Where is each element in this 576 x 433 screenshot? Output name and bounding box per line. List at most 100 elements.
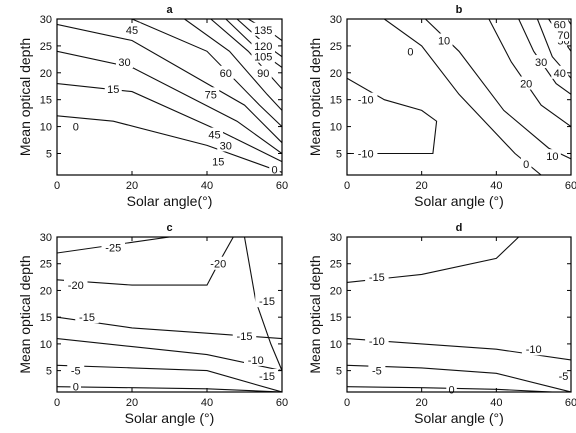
contour-label-bg bbox=[70, 379, 81, 393]
y-tick-label: 15 bbox=[330, 312, 342, 324]
contour-label-bg bbox=[269, 162, 280, 176]
contour-label-bg bbox=[555, 28, 573, 42]
contour-label-bg bbox=[368, 363, 386, 377]
contour-label-bg bbox=[251, 49, 275, 63]
y-tick-label: 20 bbox=[330, 68, 342, 80]
contour-label: -15 bbox=[369, 272, 385, 284]
contour-label-bg bbox=[353, 92, 378, 106]
contour-label-bg bbox=[255, 368, 279, 382]
contour-label-bg bbox=[521, 342, 546, 356]
contour-label: 30 bbox=[535, 57, 547, 69]
x-tick-label: 20 bbox=[416, 397, 428, 409]
contour-label: 0 bbox=[448, 384, 454, 396]
y-tick-label: 10 bbox=[330, 122, 342, 134]
contour-line bbox=[243, 237, 282, 371]
y-axis-label: Mean optical depth bbox=[307, 255, 323, 373]
contour-label: 90 bbox=[257, 68, 269, 80]
contour-label-bg bbox=[123, 22, 141, 36]
y-tick-label: 25 bbox=[330, 41, 342, 53]
panel-d: -15 -10 -5 0 -10 -5 0 20 40 60 5 10 15 20 25 30 d Solar a… bbox=[307, 222, 576, 426]
x-tick-label: 60 bbox=[276, 397, 288, 409]
x-axis-label: Solar angle (°) bbox=[414, 410, 504, 426]
contour-line bbox=[57, 50, 282, 154]
x-tick-label: 40 bbox=[490, 180, 502, 192]
y-tick-label: 5 bbox=[46, 148, 52, 160]
x-tick-label: 0 bbox=[54, 180, 60, 192]
contour-label-bg bbox=[217, 65, 235, 79]
contour-line bbox=[347, 77, 438, 155]
contour-label-bg bbox=[232, 328, 257, 342]
contour-group bbox=[57, 19, 282, 173]
contour-label-bg bbox=[217, 138, 235, 152]
panel-c: -25 -20 -15 -10 -5 0 -15 -20 -15 -15 0 20 40 60 5 10 15 2… bbox=[17, 222, 288, 426]
contour-label-bg bbox=[446, 382, 457, 396]
plot-frame bbox=[346, 18, 572, 176]
x-axis-label: Solar angle (°) bbox=[125, 410, 215, 426]
contour-label-bg bbox=[209, 154, 227, 168]
contour-line bbox=[57, 386, 282, 392]
contour-line bbox=[57, 83, 282, 163]
y-axis-label: Mean optical depth bbox=[307, 38, 323, 156]
contour-label-bg bbox=[365, 334, 389, 348]
contour-label: -5 bbox=[71, 366, 81, 378]
x-tick-label: 40 bbox=[201, 397, 213, 409]
plot-frame bbox=[56, 236, 283, 393]
y-tick-label: 10 bbox=[40, 339, 52, 351]
contour-label: 75 bbox=[205, 89, 217, 101]
contour-label-bg bbox=[206, 256, 230, 270]
contour-label-bg bbox=[244, 352, 268, 366]
contour-line bbox=[57, 364, 282, 392]
y-tick-label: 5 bbox=[336, 148, 342, 160]
y-tick-label: 30 bbox=[330, 232, 342, 244]
x-tick-label: 20 bbox=[126, 397, 138, 409]
contour-label: 120 bbox=[254, 41, 272, 53]
contour-label: -10 bbox=[248, 355, 264, 367]
panel-title: d bbox=[456, 222, 463, 234]
contour-label-bg bbox=[104, 81, 122, 95]
contour-label: -20 bbox=[210, 259, 226, 271]
y-tick-label: 25 bbox=[330, 259, 342, 271]
contour-label: 15 bbox=[107, 84, 119, 96]
x-tick-label: 40 bbox=[490, 397, 502, 409]
contour-label: 30 bbox=[118, 57, 130, 69]
contour-line bbox=[383, 19, 542, 175]
contour-label-bg bbox=[555, 368, 573, 382]
contour-label: 0 bbox=[271, 165, 277, 177]
y-tick-label: 5 bbox=[336, 366, 342, 378]
contour-label-bg bbox=[64, 278, 88, 292]
contour-label: -10 bbox=[358, 95, 374, 107]
contour-line bbox=[184, 19, 282, 111]
x-tick-label: 60 bbox=[276, 180, 288, 192]
contour-label-bg bbox=[116, 55, 133, 69]
contour-label: 70 bbox=[557, 30, 569, 42]
contour-line bbox=[57, 237, 170, 254]
y-axis-label: Mean optical depth bbox=[17, 38, 33, 156]
contour-label-bg bbox=[520, 157, 532, 171]
contour-label: 45 bbox=[208, 130, 220, 142]
x-tick-label: 60 bbox=[565, 180, 576, 192]
contour-label-bg bbox=[254, 65, 272, 79]
panel-title: a bbox=[166, 4, 173, 16]
contour-label: 105 bbox=[254, 52, 272, 64]
x-axis-label: Solar angle(°) bbox=[127, 193, 213, 209]
contour-label-bg bbox=[206, 127, 223, 141]
y-tick-label: 25 bbox=[40, 41, 52, 53]
contour-label: -15 bbox=[259, 371, 275, 383]
y-tick-label: 30 bbox=[40, 232, 52, 244]
contour-label-bg bbox=[365, 270, 389, 284]
panel-title: c bbox=[166, 222, 172, 234]
y-tick-label: 20 bbox=[330, 285, 342, 297]
contour-label-bg bbox=[543, 149, 561, 163]
y-tick-label: 15 bbox=[40, 95, 52, 107]
contour-label: -25 bbox=[105, 243, 121, 255]
contour-label: 0 bbox=[73, 382, 79, 394]
contour-label: 0 bbox=[523, 159, 529, 171]
contour-label-bg bbox=[251, 38, 275, 52]
contour-label-bg bbox=[435, 33, 453, 47]
contour-line bbox=[57, 115, 282, 173]
contour-label-bg bbox=[517, 76, 535, 90]
contour-label: 135 bbox=[254, 25, 272, 37]
contour-label-bg bbox=[70, 119, 81, 133]
